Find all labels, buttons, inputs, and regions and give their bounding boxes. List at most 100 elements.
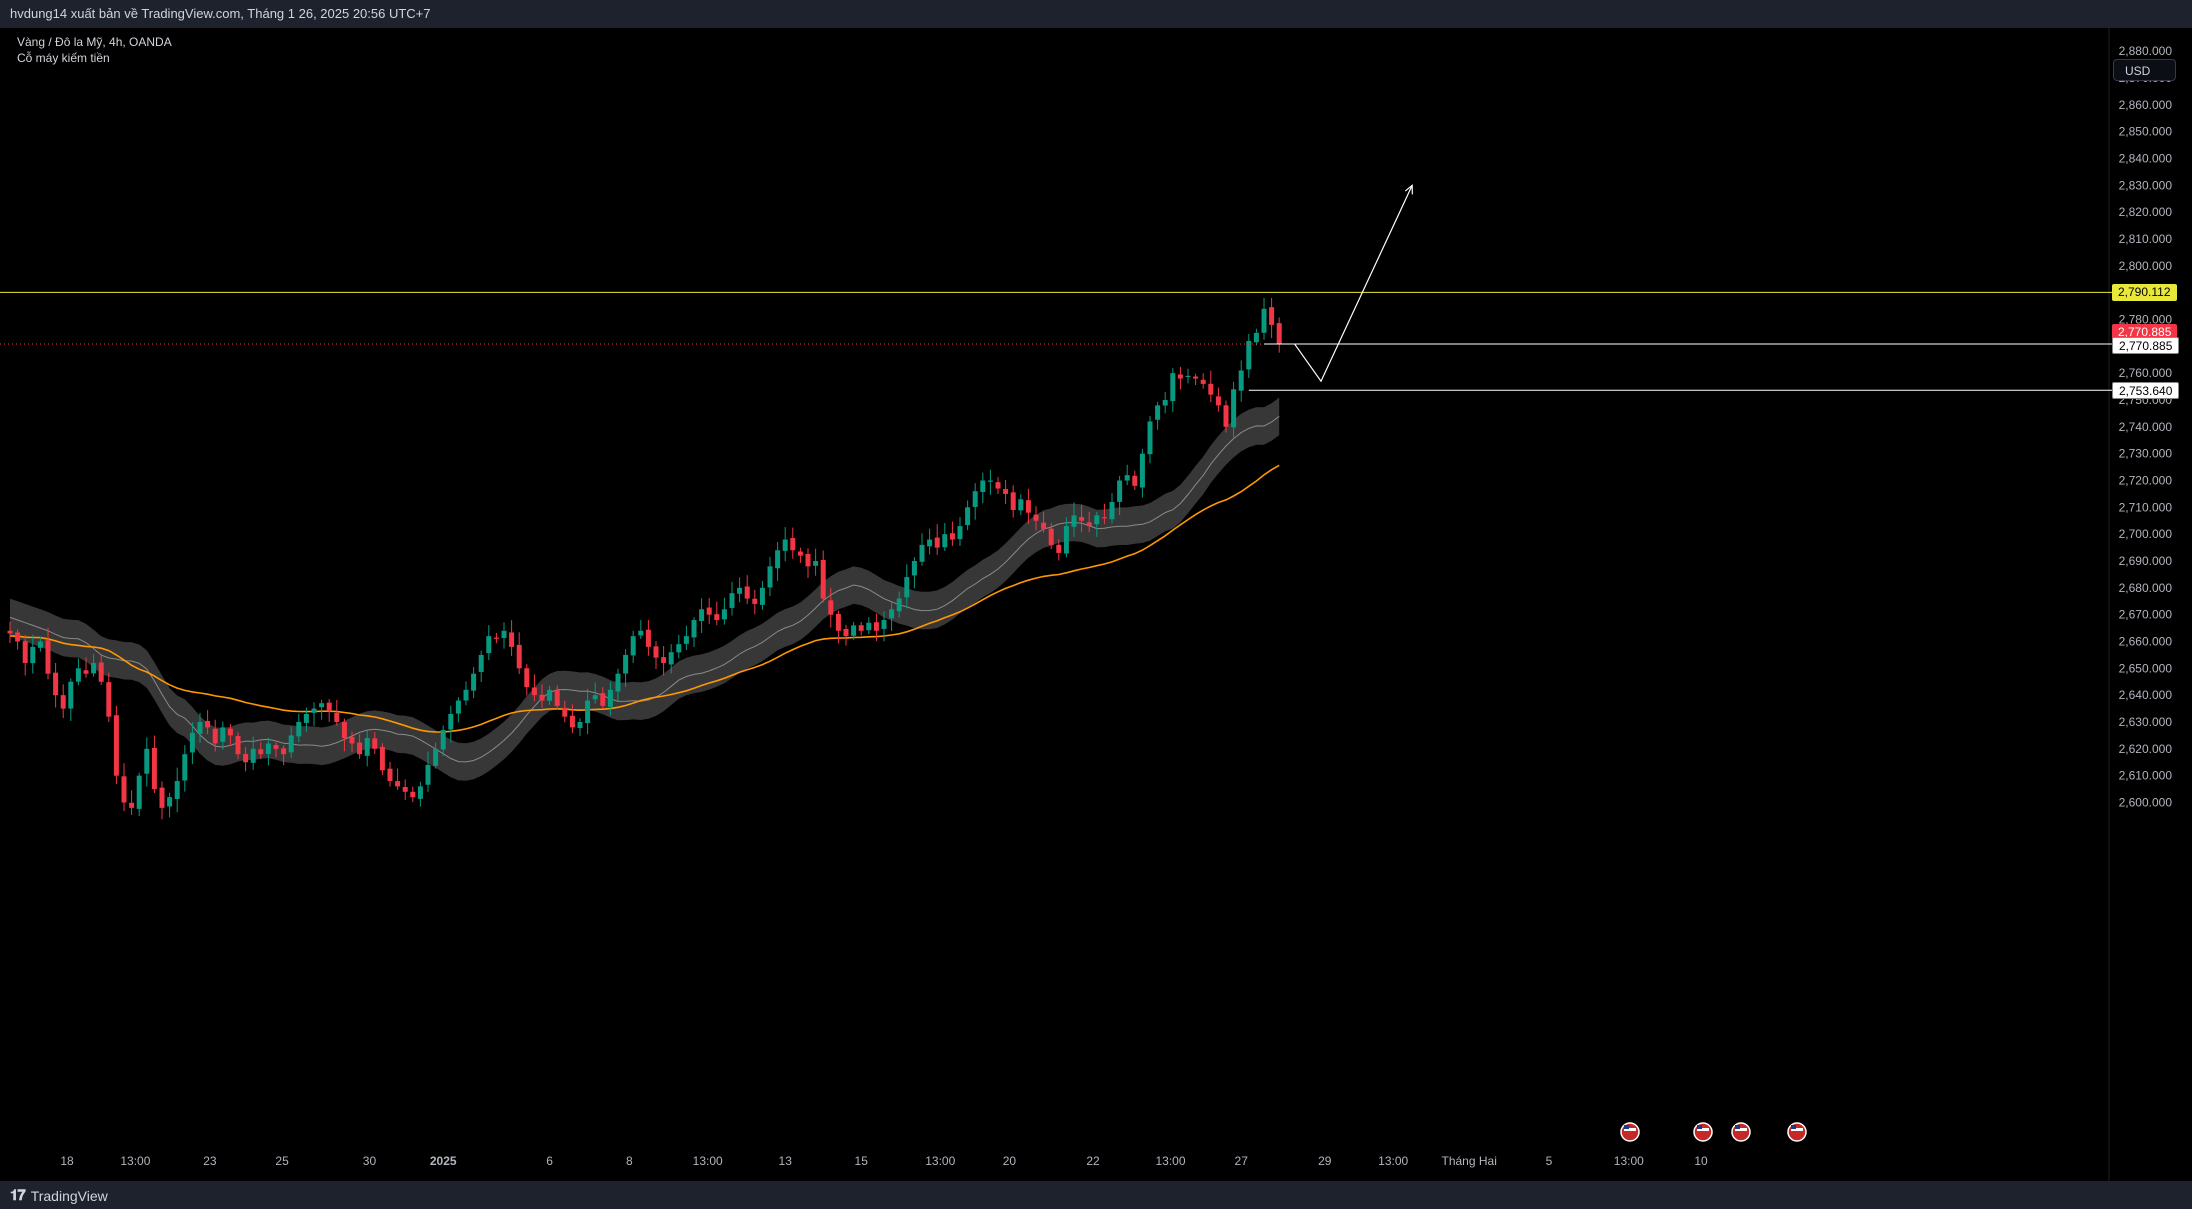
y-tick-label: 2,600.000: [2119, 796, 2173, 810]
candle-body: [919, 544, 925, 562]
x-tick-label: 5: [1546, 1154, 1553, 1168]
candle-body: [995, 482, 1001, 489]
flag-canton: [1791, 1125, 1796, 1129]
y-tick-label: 2,860.000: [2119, 98, 2173, 112]
y-tick-label: 2,670.000: [2119, 608, 2173, 622]
x-tick-label: 29: [1318, 1154, 1332, 1168]
candle-body: [516, 644, 522, 669]
flag-circle: [1731, 1122, 1751, 1142]
x-tick-label: 13: [779, 1154, 793, 1168]
candle-body: [668, 652, 674, 665]
candle-body: [577, 722, 583, 729]
candle-body: [1231, 389, 1237, 428]
candle-body: [949, 533, 955, 540]
candle-body: [835, 613, 841, 631]
candle-body: [790, 538, 796, 551]
candle-body: [866, 622, 872, 631]
candle-body: [395, 781, 401, 787]
candle-body: [972, 491, 978, 507]
candle-body: [1147, 421, 1153, 455]
candle-body: [106, 682, 112, 717]
flag-canton: [1735, 1125, 1740, 1129]
candle-body: [813, 561, 819, 566]
tradingview-brand[interactable]: 𝟏𝟕 TradingView: [10, 1187, 108, 1204]
candle-body: [455, 700, 461, 714]
candle-body: [607, 689, 613, 707]
current-price-label: 2,770.885: [2112, 324, 2178, 341]
candle-body: [319, 703, 325, 708]
candle-body: [1041, 522, 1047, 529]
x-tick-label: 13:00: [1378, 1154, 1408, 1168]
candle-body: [638, 630, 644, 636]
candle-body: [326, 702, 332, 712]
candle-body: [934, 537, 940, 548]
candle-body: [1185, 375, 1191, 378]
candle-body: [235, 736, 241, 755]
candle-body: [1215, 396, 1221, 406]
us-flag-icon: [1620, 1122, 1640, 1142]
candle-body: [547, 689, 553, 701]
y-tick-label: 2,820.000: [2119, 205, 2173, 219]
brand-text: TradingView: [30, 1187, 108, 1204]
candle-body: [843, 628, 849, 637]
y-tick-label: 2,800.000: [2119, 259, 2173, 273]
flag-circle: [1693, 1122, 1713, 1142]
currency-button[interactable]: USD: [2113, 59, 2176, 81]
candle-body: [341, 722, 347, 739]
candle-body: [60, 695, 66, 709]
candle-body: [554, 689, 560, 706]
candle-body: [957, 526, 963, 540]
candle-body: [478, 654, 484, 672]
candle-body: [273, 745, 279, 749]
candle-body: [349, 736, 355, 744]
y-tick-label: 2,830.000: [2119, 178, 2173, 192]
candle-body: [767, 566, 773, 588]
candle-body: [585, 700, 591, 724]
x-tick-label: 23: [203, 1154, 217, 1168]
y-tick-label: 2,610.000: [2119, 769, 2173, 783]
projection-path: [1293, 185, 1413, 383]
candle-body: [15, 632, 21, 642]
candle-body: [896, 598, 902, 612]
candle-body: [1056, 544, 1062, 553]
candle-body: [486, 636, 492, 654]
candle-body: [144, 748, 150, 774]
indicator-legend[interactable]: Cỗ máy kiếm tiền: [17, 51, 110, 65]
candle-body: [151, 747, 157, 790]
candle-body: [212, 728, 218, 744]
candle-body: [1101, 517, 1107, 519]
y-tick-label: 2,710.000: [2119, 500, 2173, 514]
y-tick-label: 2,740.000: [2119, 420, 2173, 434]
y-tick-label: 2,840.000: [2119, 152, 2173, 166]
candle-body: [592, 695, 598, 700]
candle-body: [873, 622, 879, 631]
candle-body: [691, 620, 697, 638]
candle-body: [1208, 383, 1214, 395]
candle-body: [45, 640, 51, 674]
candle-body: [531, 687, 537, 696]
candle-body: [205, 720, 211, 728]
candle-body: [417, 786, 423, 799]
candle-body: [600, 693, 606, 706]
symbol-legend[interactable]: Vàng / Đô la Mỹ, 4h, OANDA: [17, 35, 172, 49]
candle-body: [539, 694, 545, 701]
candle-body: [1094, 515, 1100, 525]
x-tick-label: 13:00: [925, 1154, 955, 1168]
candle-body: [311, 708, 317, 713]
candle-body: [91, 662, 97, 674]
y-tick-label: 2,880.000: [2119, 44, 2173, 58]
candle-body: [1079, 517, 1085, 521]
candle-body: [737, 587, 743, 594]
x-tick-label: 20: [1003, 1154, 1017, 1168]
candle-body: [828, 600, 834, 615]
candle-body: [1086, 522, 1092, 527]
candle-body: [1139, 453, 1145, 488]
chart-canvas[interactable]: 2,600.000 2,610.000 2,620.000 2,630.000 2,64…: [0, 28, 2192, 1181]
candle-body: [1246, 340, 1252, 370]
candle-body: [402, 786, 408, 792]
y-tick-label: 2,850.000: [2119, 125, 2173, 139]
candle-body: [1269, 307, 1275, 325]
us-flag-icon: [1731, 1122, 1751, 1142]
chart-frame[interactable]: 2,600.000 2,610.000 2,620.000 2,630.000 2,64…: [0, 28, 2192, 1181]
candle-body: [729, 593, 735, 608]
